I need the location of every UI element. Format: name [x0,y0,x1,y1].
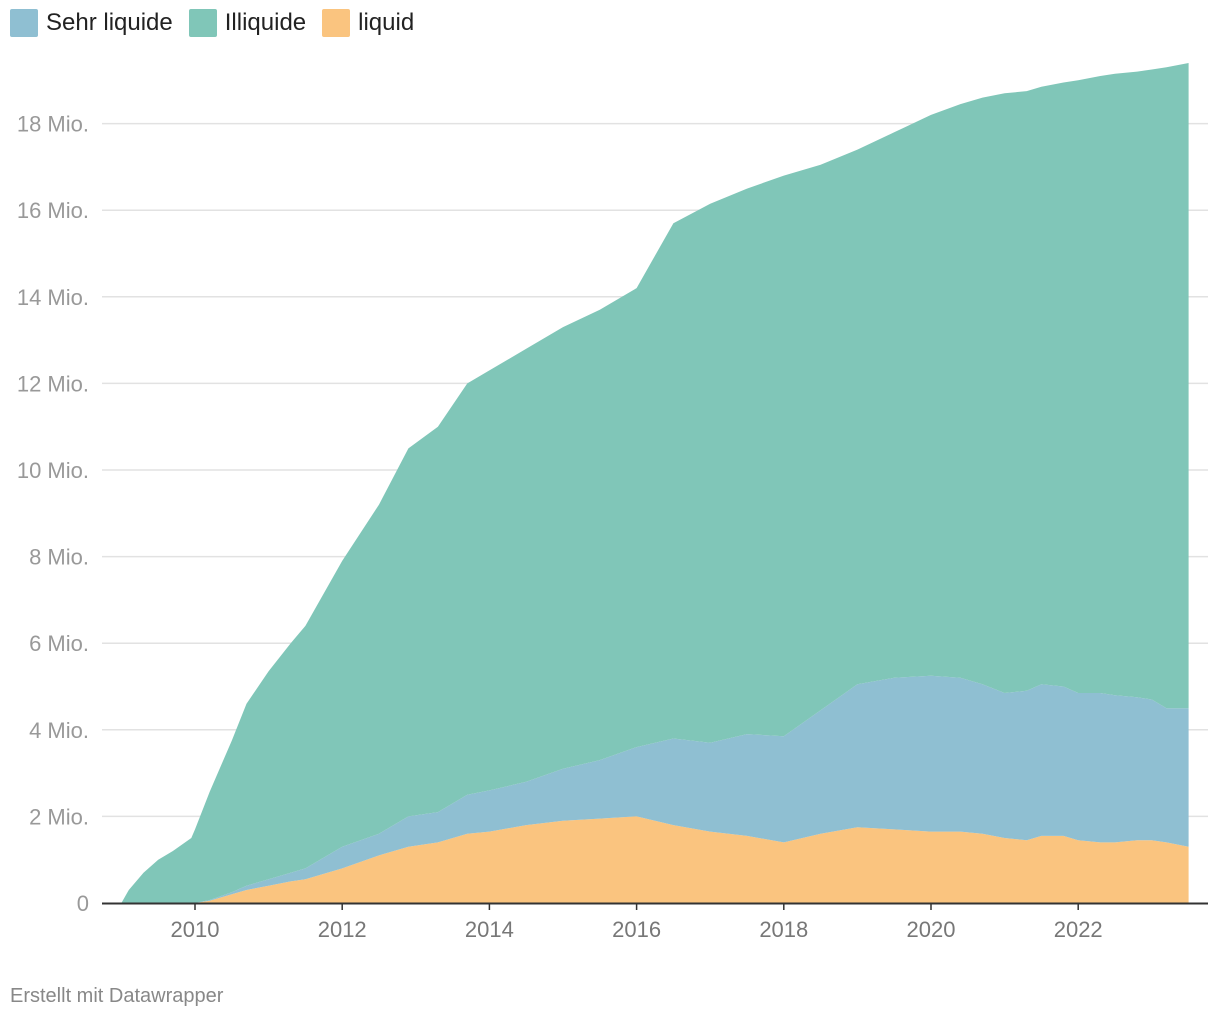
y-tick-label-2: 4 Mio. [29,718,89,743]
chart-legend: Sehr liquide Illiquide liquid [10,9,430,37]
y-tick-label-8: 16 Mio. [17,198,89,223]
y-tick-label-7: 14 Mio. [17,285,89,310]
legend-item-liquid: liquid [322,9,414,37]
legend-label-liquid: liquid [358,9,415,36]
legend-label-sehr-liquide: Sehr liquide [46,9,173,36]
x-tick-label-2: 2014 [465,917,514,942]
y-tick-label-1: 2 Mio. [29,804,89,829]
area-sehr-liquide [121,675,1189,903]
y-tick-label-0: 0 [77,891,89,916]
y-tick-label-5: 10 Mio. [17,458,89,483]
legend-swatch-illiquide [188,9,217,37]
axes: 0 2 Mio. 4 Mio. 6 Mio. 8 Mio. 10 Mio. 12 Mio. 1… [17,112,1208,942]
area-liquid [121,816,1189,903]
area-illiquide [121,63,1189,903]
legend-item-illiquide: Illiquide [188,9,307,37]
y-tick-label-4: 8 Mio. [29,545,89,570]
x-tick-label-3: 2016 [612,917,661,942]
legend-swatch-liquid [322,9,351,37]
x-tick-label-6: 2022 [1054,917,1103,942]
footer-credit: Erstellt mit Datawrapper [10,985,224,1007]
legend-label-illiquide: Illiquide [224,9,307,36]
x-tick-label-4: 2018 [759,917,808,942]
x-tick-label-5: 2020 [907,917,956,942]
legend-item-sehr-liquide: Sehr liquide [10,9,173,37]
legend-swatch-sehr-liquide [10,9,38,37]
x-tick-label-0: 2010 [171,917,220,942]
x-tick-label-1: 2012 [318,917,367,942]
y-tick-label-9: 18 Mio. [17,112,89,137]
y-tick-label-3: 6 Mio. [29,631,89,656]
area-series [121,63,1189,903]
y-tick-label-6: 12 Mio. [17,371,89,396]
